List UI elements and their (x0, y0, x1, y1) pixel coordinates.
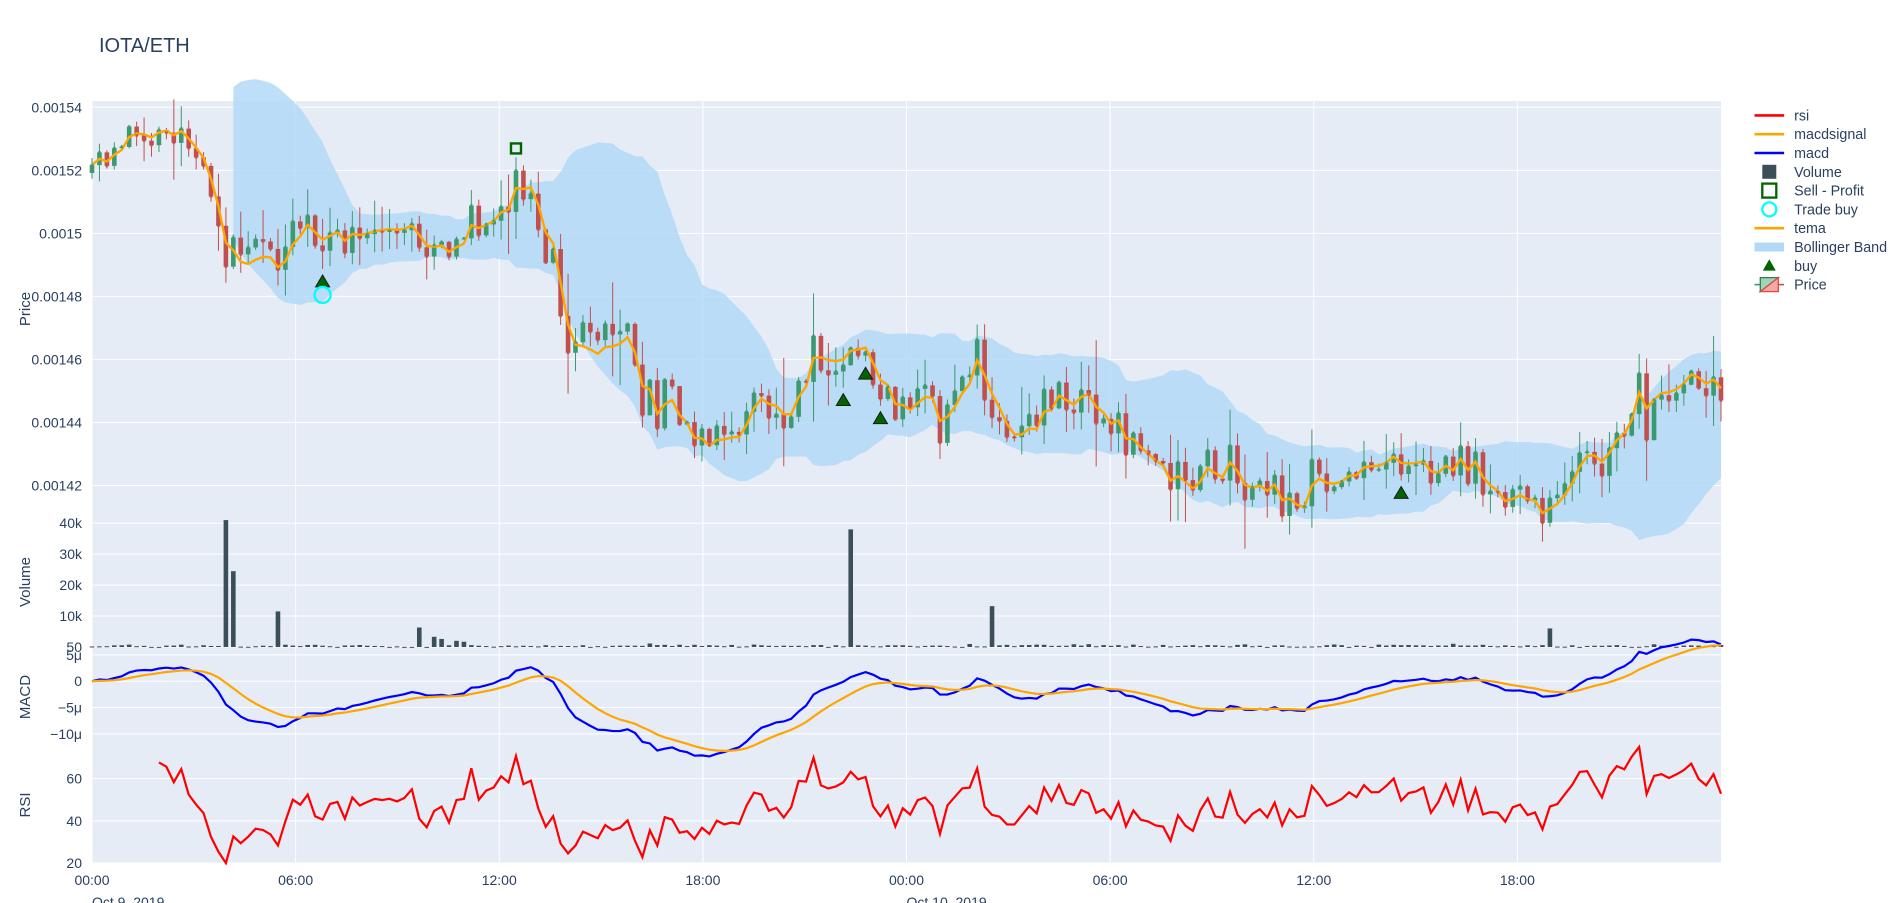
svg-text:macd: macd (1794, 146, 1829, 162)
svg-text:40: 40 (66, 813, 82, 829)
svg-text:12:00: 12:00 (482, 872, 517, 888)
svg-text:macdsignal: macdsignal (1794, 127, 1866, 143)
svg-text:tema: tema (1794, 221, 1826, 237)
svg-text:−5μ: −5μ (58, 700, 82, 716)
svg-text:0.00144: 0.00144 (31, 414, 82, 430)
svg-text:0.00152: 0.00152 (31, 162, 82, 178)
svg-text:00:00: 00:00 (74, 872, 109, 888)
svg-text:Bollinger Band: Bollinger Band (1794, 240, 1887, 256)
svg-text:40k: 40k (59, 515, 83, 531)
svg-text:20k: 20k (59, 577, 83, 593)
svg-text:Trade buy: Trade buy (1794, 202, 1859, 218)
svg-text:20: 20 (66, 855, 82, 871)
svg-text:Price: Price (1794, 278, 1827, 294)
svg-text:5μ: 5μ (66, 647, 82, 663)
svg-text:IOTA/ETH: IOTA/ETH (99, 35, 190, 57)
svg-text:0.0015: 0.0015 (39, 225, 82, 241)
svg-text:0.00148: 0.00148 (31, 288, 82, 304)
svg-text:Sell - Profit: Sell - Profit (1794, 184, 1864, 200)
svg-text:10k: 10k (59, 608, 83, 624)
svg-text:Volume: Volume (17, 557, 34, 607)
svg-text:0.00154: 0.00154 (31, 99, 82, 115)
svg-text:0: 0 (74, 673, 82, 689)
svg-text:Oct 10, 2019: Oct 10, 2019 (907, 894, 987, 903)
svg-text:Volume: Volume (1794, 165, 1842, 181)
svg-text:0.00142: 0.00142 (31, 477, 82, 493)
svg-text:30k: 30k (59, 546, 83, 562)
svg-text:60: 60 (66, 771, 82, 787)
svg-text:−10μ: −10μ (50, 726, 82, 742)
svg-text:buy: buy (1794, 259, 1818, 275)
svg-text:12:00: 12:00 (1296, 872, 1331, 888)
svg-text:Oct 9, 2019: Oct 9, 2019 (92, 894, 165, 903)
svg-text:18:00: 18:00 (1500, 872, 1535, 888)
svg-text:MACD: MACD (17, 675, 34, 719)
svg-text:rsi: rsi (1794, 108, 1809, 124)
svg-text:06:00: 06:00 (278, 872, 313, 888)
svg-text:Price: Price (17, 292, 34, 326)
svg-text:0.00146: 0.00146 (31, 351, 82, 367)
svg-text:RSI: RSI (17, 792, 34, 817)
svg-text:00:00: 00:00 (889, 872, 924, 888)
svg-text:18:00: 18:00 (685, 872, 720, 888)
svg-text:06:00: 06:00 (1093, 872, 1128, 888)
